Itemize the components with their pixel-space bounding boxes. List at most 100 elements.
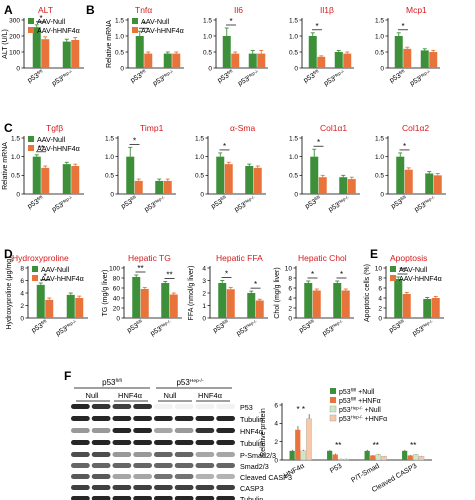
category-label: p53Hep-/- [411, 318, 436, 337]
y-tick-label: 6 [378, 285, 382, 292]
legend-swatch [390, 266, 396, 272]
blot-band [195, 416, 215, 421]
chart-title: Il1β [320, 5, 334, 15]
blot-subheader: HNF4α [118, 391, 143, 400]
label-base: p53 [413, 202, 427, 214]
blot-row-label: P53 [240, 403, 253, 412]
label-base: p53 [51, 202, 65, 214]
blot-band [216, 440, 235, 445]
blot-band [112, 416, 132, 421]
category-label: p53Hep-/- [408, 68, 433, 87]
legend-swatch [32, 266, 38, 272]
y-tick-label: 0 [288, 315, 292, 322]
label-base: p53 [321, 326, 335, 338]
blot-band [154, 440, 173, 445]
chart-title: Col1α1 [320, 123, 347, 133]
label-superscript: fl/fl [398, 68, 405, 75]
blot-row [71, 452, 235, 457]
y-tick-label: 100 [9, 49, 20, 56]
blot-band [216, 452, 235, 457]
legend-label: AAV-Null [37, 17, 66, 26]
bar [423, 299, 432, 318]
label-base: p53 [339, 398, 351, 405]
panel-letter: E [370, 247, 378, 261]
category-label: p53Hep-/- [413, 194, 438, 213]
category-label: p53Hep-/- [54, 318, 79, 337]
panel-letter: A [4, 3, 13, 17]
label-base: p53 [143, 202, 157, 214]
category-label: p53Hep-/- [151, 68, 176, 87]
y-axis-label: Relative mRNA [106, 20, 113, 68]
bar [226, 289, 235, 318]
label-base: p53 [389, 72, 403, 84]
blot-band [154, 496, 173, 500]
category-label: P53 [329, 463, 343, 475]
significance-label: * [401, 22, 404, 31]
blot-band [216, 485, 235, 490]
y-tick-label: 300 [9, 17, 20, 24]
label-base: p53 [409, 76, 423, 88]
label-base: p53 [339, 416, 351, 423]
label-superscript: fl/fl [36, 68, 43, 75]
legend-swatch [390, 275, 396, 281]
blot-band [195, 485, 215, 490]
y-tick-label: 0 [208, 65, 212, 72]
label-superscript: Hep-/- [161, 68, 174, 79]
blot-band [133, 474, 152, 479]
bar [341, 290, 350, 318]
label-base: p53 [390, 198, 404, 210]
y-tick-label: 2 [20, 303, 24, 310]
blot-band [112, 496, 132, 500]
blot-band [174, 440, 194, 445]
blot-band [154, 463, 173, 468]
y-tick-label: 0.5 [105, 173, 114, 180]
blot-band [71, 496, 90, 500]
y-axis-label: Chol (mg/g liver) [274, 267, 281, 318]
label-base: p53 [303, 72, 317, 84]
blot-band [133, 416, 152, 421]
bar [169, 294, 178, 318]
bar [381, 456, 387, 461]
bar [375, 454, 382, 461]
label-superscript: Hep-/- [159, 318, 172, 329]
bar [255, 300, 264, 318]
blot-band [71, 474, 90, 479]
bar [433, 175, 442, 194]
blot-band [174, 404, 194, 409]
label-superscript: Hep-/- [351, 415, 364, 420]
blot-band [133, 404, 152, 409]
legend-label: AAV-Null [41, 265, 70, 274]
blot-band [91, 404, 111, 409]
label-base: p53 [51, 76, 65, 88]
bar [312, 290, 321, 318]
bar [429, 52, 438, 68]
blot-band [91, 416, 111, 421]
bar [45, 299, 54, 318]
label-base: p53 [130, 72, 144, 84]
y-tick-label: 1.0 [115, 33, 124, 40]
bar [132, 277, 141, 318]
category-label: p53fl/fl [297, 318, 316, 334]
y-tick-label: 0 [200, 191, 204, 198]
bar [370, 455, 376, 460]
y-tick-label: 80 [113, 275, 121, 282]
blot-row [71, 440, 235, 445]
blot-row-label: Tubulin [240, 495, 263, 500]
label-base: p53 [327, 202, 341, 214]
y-tick-label: 0.5 [115, 49, 124, 56]
y-axis-label: TG (mg/g liver) [102, 270, 109, 317]
blot-row-label: Tubulin [240, 439, 263, 448]
blot-band [195, 440, 215, 445]
chart-title: Il6 [234, 5, 243, 15]
category-label: p53fl/fl [216, 68, 235, 84]
bar [295, 429, 301, 460]
blot-band [112, 404, 132, 409]
bar [327, 450, 333, 460]
label-base: p53 [323, 76, 337, 88]
y-tick-label: 0.5 [289, 49, 298, 56]
label-base: p53 [176, 378, 190, 387]
